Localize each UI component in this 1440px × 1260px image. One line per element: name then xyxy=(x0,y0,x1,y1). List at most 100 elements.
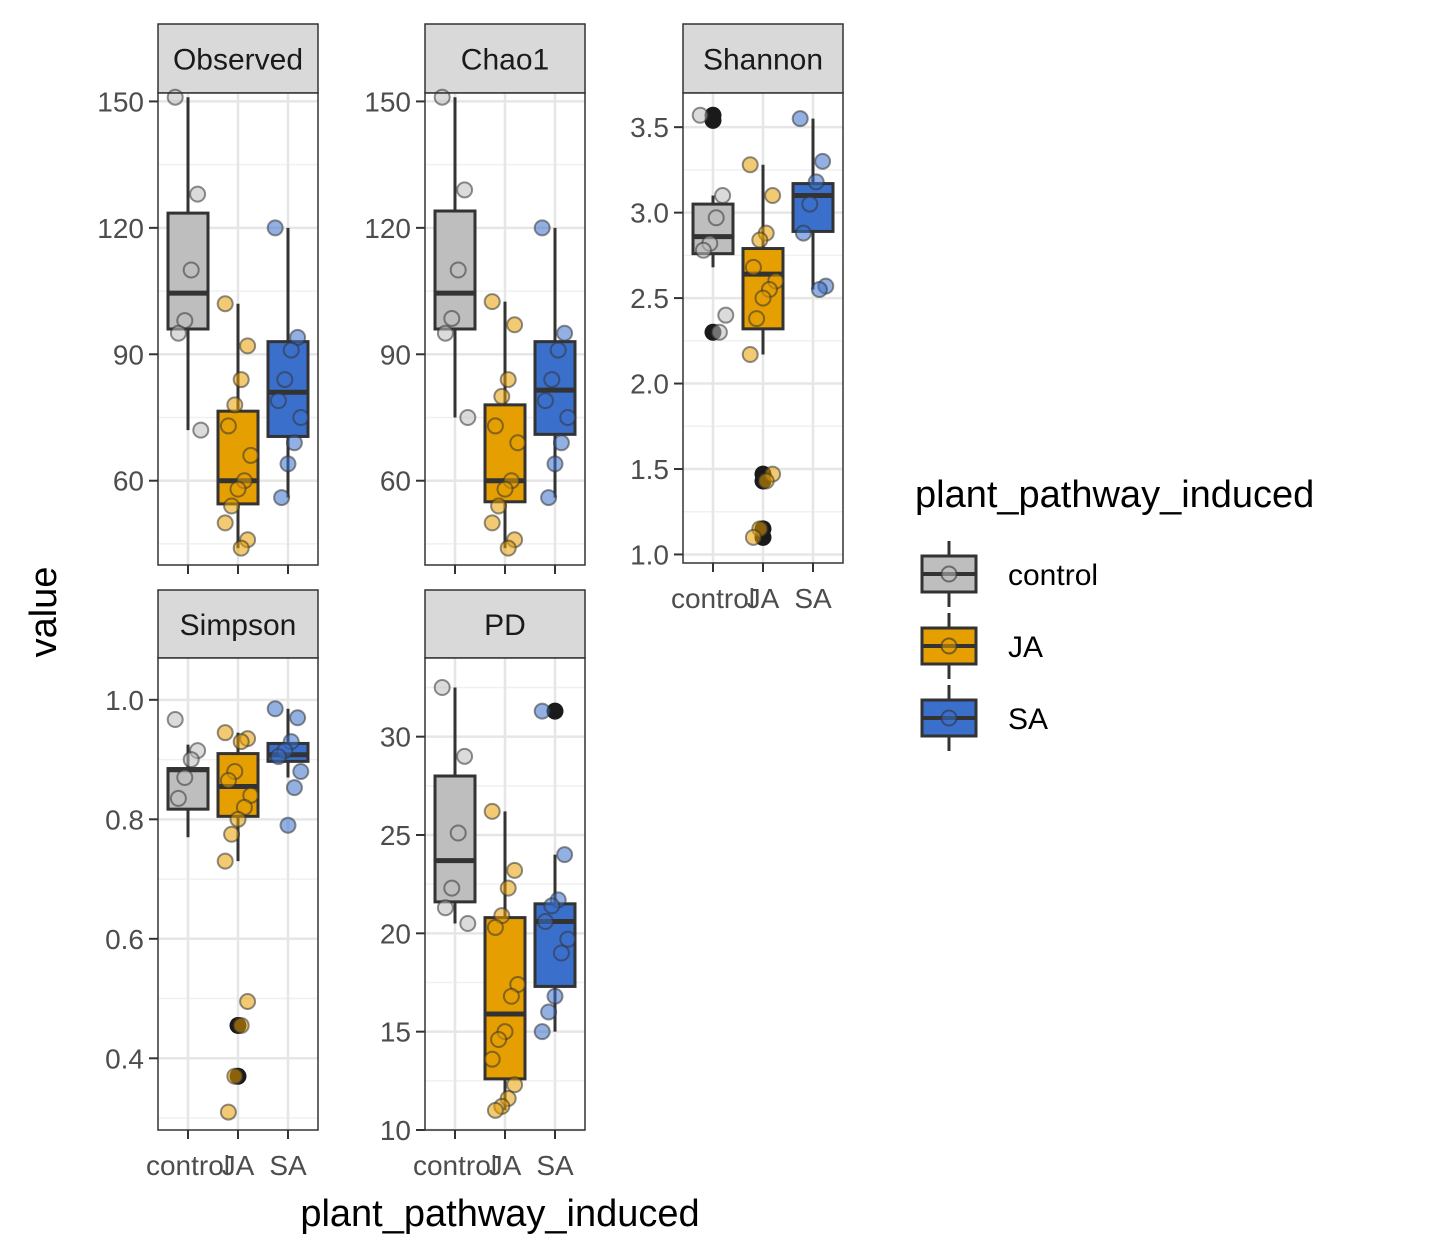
data-point xyxy=(192,421,210,439)
x-axis-title: plant_pathway_induced xyxy=(300,1193,699,1235)
data-point xyxy=(499,539,517,557)
y-tick-label: 1.0 xyxy=(105,685,144,716)
box-control xyxy=(691,106,735,341)
facet-strip xyxy=(424,23,586,94)
data-point xyxy=(269,392,287,410)
y-tick-label: 120 xyxy=(364,213,411,244)
data-point xyxy=(216,295,234,313)
facet-strip xyxy=(682,23,844,94)
data-point xyxy=(459,409,477,426)
box-ja xyxy=(216,295,260,557)
data-point xyxy=(166,711,184,729)
data-point xyxy=(536,392,554,410)
box-ja xyxy=(216,724,260,1121)
data-point xyxy=(239,993,257,1011)
data-point xyxy=(496,480,514,498)
x-tick-label: SA xyxy=(269,1150,307,1181)
data-point xyxy=(549,341,567,359)
data-point xyxy=(226,396,244,414)
data-point xyxy=(807,173,825,191)
data-point xyxy=(483,514,501,532)
box-sa xyxy=(266,700,310,834)
data-point xyxy=(242,446,260,464)
data-point xyxy=(499,879,517,897)
data-point xyxy=(219,771,237,789)
x-tick-label: SA xyxy=(794,583,832,614)
y-tick-label: 15 xyxy=(380,1017,411,1048)
y-tick-label: 120 xyxy=(97,213,144,244)
data-point xyxy=(741,156,759,174)
data-point xyxy=(757,472,775,490)
data-point xyxy=(223,825,241,843)
data-point xyxy=(176,768,194,786)
outlier-point xyxy=(704,111,722,129)
data-point xyxy=(748,310,766,328)
data-point xyxy=(433,679,451,696)
data-point xyxy=(754,289,772,307)
box-control xyxy=(166,711,210,838)
data-point xyxy=(232,733,250,751)
data-point xyxy=(189,185,207,203)
data-point xyxy=(493,387,511,405)
data-point xyxy=(279,816,297,834)
data-point xyxy=(182,261,200,279)
data-point xyxy=(741,345,759,363)
data-point xyxy=(436,324,454,342)
data-point xyxy=(533,702,551,720)
legend-key-control: control xyxy=(920,541,1098,607)
legend-point xyxy=(940,637,958,655)
y-tick-label: 3.0 xyxy=(630,198,669,229)
legend-point xyxy=(940,565,958,583)
x-tick-label: control xyxy=(413,1150,497,1181)
data-point xyxy=(285,434,303,452)
data-point xyxy=(499,371,517,389)
legend-label: control xyxy=(1008,559,1098,592)
data-point xyxy=(691,106,709,124)
data-point xyxy=(744,528,762,546)
y-tick-label: 30 xyxy=(380,722,411,753)
data-point xyxy=(556,324,574,342)
box-ja xyxy=(483,802,527,1119)
data-point xyxy=(502,987,520,1005)
y-tick-label: 2.0 xyxy=(630,369,669,400)
box-sa xyxy=(533,702,577,1041)
data-point xyxy=(486,417,504,435)
box-sa xyxy=(533,219,577,507)
data-point xyxy=(232,371,250,389)
data-point xyxy=(744,258,762,276)
data-point xyxy=(533,1023,551,1041)
data-point xyxy=(289,709,307,727)
data-point xyxy=(456,747,474,765)
data-point xyxy=(483,1050,501,1068)
data-point xyxy=(540,1003,558,1021)
data-point xyxy=(232,1016,250,1034)
data-point xyxy=(182,751,200,769)
data-point xyxy=(443,309,461,327)
data-point xyxy=(506,1076,524,1094)
box-control xyxy=(433,88,477,426)
box-body xyxy=(791,182,835,233)
data-point xyxy=(266,219,284,237)
facet-title: Chao1 xyxy=(461,44,549,77)
data-point xyxy=(216,852,234,870)
x-tick-label: JA xyxy=(222,1150,255,1181)
y-tick-label: 2.5 xyxy=(630,283,669,314)
facet-strip xyxy=(157,23,319,94)
data-point xyxy=(714,187,732,205)
x-tick-label: JA xyxy=(747,583,780,614)
data-point xyxy=(794,224,812,242)
data-point xyxy=(764,187,782,205)
data-point xyxy=(279,455,297,473)
data-point xyxy=(490,497,508,515)
data-point xyxy=(486,918,504,936)
data-point xyxy=(219,417,237,435)
legend-key-sa: SA xyxy=(920,685,1048,751)
data-point xyxy=(269,748,287,766)
y-tick-label: 20 xyxy=(380,918,411,949)
data-point xyxy=(694,241,712,259)
y-tick-label: 1.5 xyxy=(630,454,669,485)
y-tick-label: 60 xyxy=(113,466,144,497)
facet-title: Shannon xyxy=(703,44,823,77)
